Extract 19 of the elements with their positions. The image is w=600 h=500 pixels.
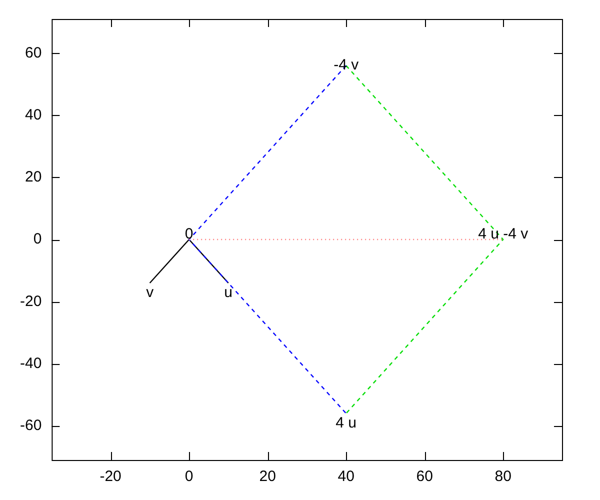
x-tick-label: 60 bbox=[416, 468, 433, 486]
x-tick-label: 40 bbox=[338, 468, 354, 486]
x-tick-label: -20 bbox=[100, 468, 122, 486]
annotation: v bbox=[146, 284, 154, 302]
y-tick-label: 0 bbox=[33, 230, 42, 248]
y-tick-label: 20 bbox=[24, 168, 42, 186]
x-tick-label: 20 bbox=[259, 468, 276, 486]
y-tick-label: -20 bbox=[20, 292, 42, 310]
x-tick-label: 0 bbox=[184, 468, 194, 486]
y-tick-label: -60 bbox=[20, 416, 42, 434]
annotation: 4 u bbox=[336, 414, 357, 432]
y-tick-label: 40 bbox=[24, 106, 42, 124]
y-tick-label: 60 bbox=[24, 44, 42, 62]
annotation: 4 u -4 v bbox=[478, 226, 529, 243]
y-tick-label: -40 bbox=[20, 354, 42, 372]
annotation: -4 v bbox=[334, 56, 360, 74]
annotation: u bbox=[224, 284, 232, 302]
x-tick-label: 80 bbox=[494, 468, 512, 486]
annotation: 0 bbox=[184, 226, 194, 243]
